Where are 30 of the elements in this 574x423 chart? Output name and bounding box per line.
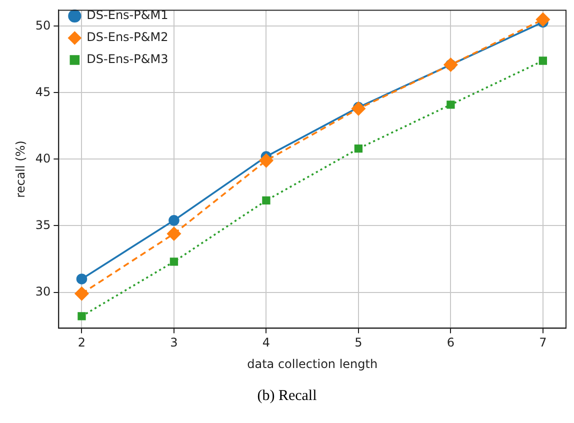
y-axis-title: recall (%) [13,140,28,198]
point [259,154,274,168]
legend-label: DS-Ens-P&M3 [86,52,168,66]
point [538,56,548,65]
x-tick-label: 4 [262,336,270,350]
point [354,144,363,153]
point [446,100,455,109]
x-tick-label: 3 [170,336,178,350]
point [76,274,88,284]
y-tick-label: 45 [35,84,51,99]
x-tick-label: 7 [539,336,547,350]
point [262,196,270,205]
x-tick-label: 5 [354,336,362,350]
legend-label: DS-Ens-P&M2 [86,30,168,44]
y-tick-label: 30 [35,284,51,298]
point [352,102,366,116]
legend-label: DS-Ens-P&M1 [86,8,168,22]
point [168,215,180,226]
point [167,226,181,241]
y-tick-label: 50 [35,18,51,32]
point [536,12,550,26]
point [170,258,178,266]
x-tick-label: 2 [78,336,86,350]
point [74,286,89,301]
x-axis-title: data collection length [247,356,378,371]
x-tick-label: 6 [446,336,455,350]
y-tick-label: 40 [35,151,51,166]
point [78,312,86,320]
text: (b) Recall [256,388,318,405]
y-tick-label: 35 [35,218,51,232]
